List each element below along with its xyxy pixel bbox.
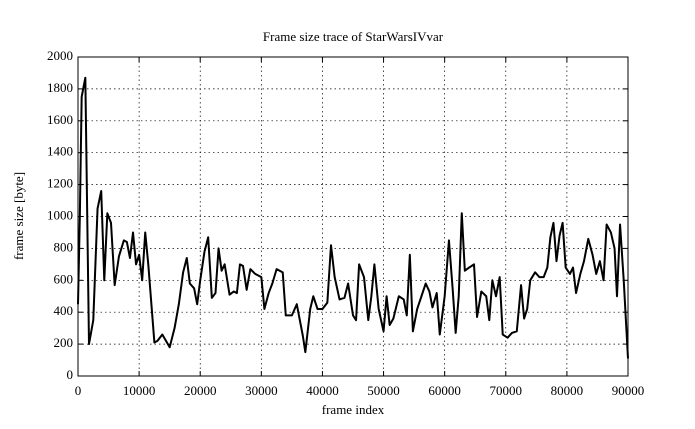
x-axis-label: frame index [322, 402, 385, 417]
chart-title: Frame size trace of StarWarsIVvar [263, 29, 444, 44]
y-tick-label: 1200 [47, 176, 73, 191]
x-tick-label: 20000 [184, 383, 217, 398]
y-axis-label: frame size [byte] [11, 172, 26, 260]
y-tick-label: 0 [67, 367, 74, 382]
x-tick-label: 80000 [551, 383, 584, 398]
x-tick-label: 90000 [612, 383, 645, 398]
x-tick-label: 50000 [367, 383, 400, 398]
y-tick-label: 1800 [47, 80, 73, 95]
y-tick-label: 1000 [47, 207, 73, 222]
plot-frame [77, 56, 629, 377]
x-tick-label: 40000 [306, 383, 339, 398]
y-tick-label: 1600 [47, 112, 73, 127]
x-tick-label: 60000 [428, 383, 461, 398]
y-tick-label: 400 [54, 303, 74, 318]
x-tick-label: 70000 [490, 383, 523, 398]
x-tick-label: 0 [75, 383, 82, 398]
data-line [77, 76, 629, 359]
x-tick-label: 10000 [123, 383, 156, 398]
y-tick-label: 600 [54, 271, 74, 286]
y-tick-label: 2000 [47, 48, 73, 63]
y-tick-label: 800 [54, 239, 74, 254]
y-tick-label: 1400 [47, 144, 73, 159]
x-tick-label: 30000 [245, 383, 278, 398]
y-tick-label: 200 [54, 335, 74, 350]
